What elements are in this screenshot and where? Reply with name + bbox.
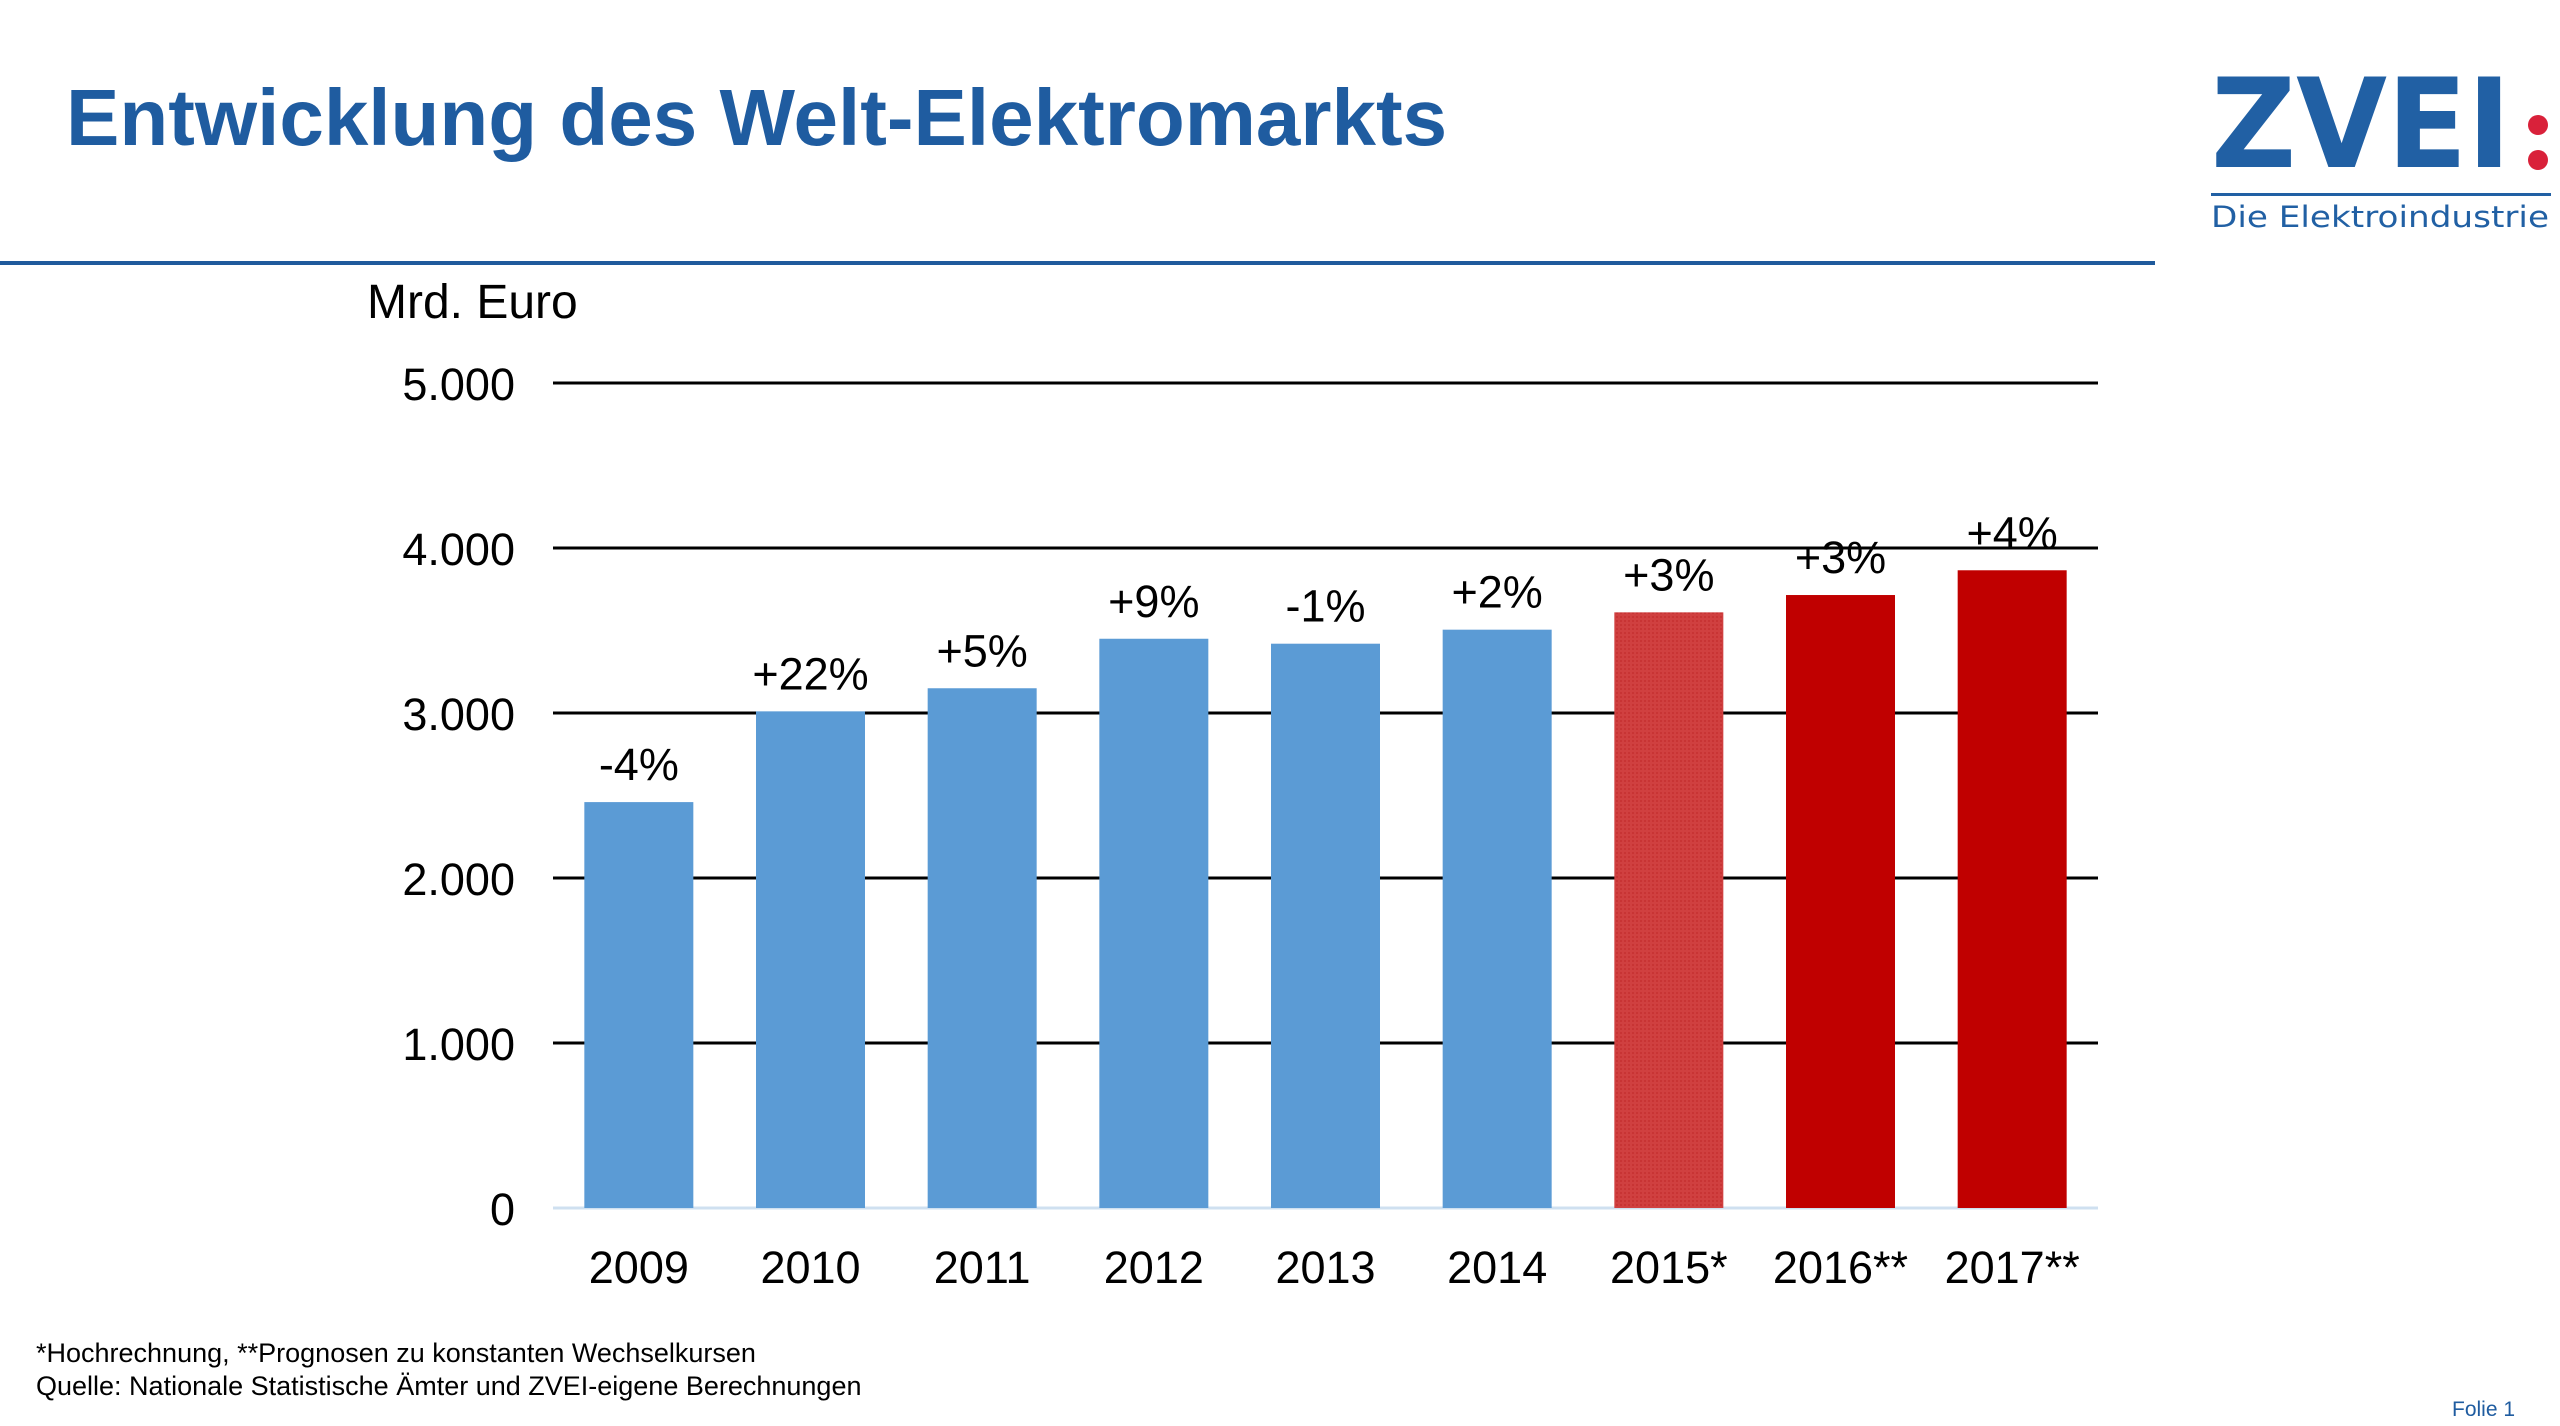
data-label: -4% [599, 739, 679, 790]
bar-2017 [1957, 570, 2067, 1208]
footnote-source: Quelle: Nationale Statistische Ämter und… [36, 1371, 862, 1401]
x-tick-label: 2014 [1447, 1242, 1547, 1293]
data-label: +4% [1967, 507, 2058, 558]
slide-number: Folie 1 [2452, 1398, 2516, 1421]
bar-2014 [1442, 629, 1552, 1208]
data-label: +22% [752, 648, 868, 699]
footnote-estimate: *Hochrechnung, **Prognosen zu konstanten… [36, 1338, 756, 1368]
zvei-logo: ZVEI Die Elektroindustrie [2211, 55, 2551, 234]
bar-2013 [1271, 643, 1380, 1208]
slide-title: Entwicklung des Welt-Elektromarkts [66, 73, 1448, 162]
x-tick-label: 2016** [1773, 1242, 1908, 1293]
x-tick-label: 2015* [1610, 1242, 1728, 1293]
data-label: +3% [1795, 532, 1886, 583]
data-label: +2% [1452, 567, 1543, 618]
svg-text:ZVEI: ZVEI [2211, 55, 2511, 197]
bar-2009 [584, 802, 694, 1208]
svg-text:Die Elektroindustrie: Die Elektroindustrie [2211, 200, 2549, 234]
bar-2011 [927, 688, 1037, 1208]
data-label: +9% [1108, 576, 1199, 627]
x-tick-label: 2012 [1104, 1242, 1204, 1293]
bar-2016 [1786, 595, 1895, 1208]
y-axis-label: Mrd. Euro [367, 276, 578, 329]
x-tick-label: 2011 [934, 1242, 1031, 1293]
data-label: +5% [937, 625, 1028, 676]
x-tick-label: 2010 [760, 1242, 860, 1293]
title-divider [0, 261, 2155, 265]
y-tick-label: 0 [490, 1184, 515, 1235]
bar-2015 [1614, 612, 1724, 1208]
x-tick-label: 2013 [1275, 1242, 1375, 1293]
x-tick-label: 2009 [589, 1242, 689, 1293]
y-tick-label: 1.000 [402, 1019, 515, 1070]
data-label: -1% [1285, 581, 1365, 632]
data-label: +3% [1623, 549, 1714, 600]
bar-2010 [756, 711, 865, 1208]
y-tick-label: 4.000 [402, 524, 515, 575]
bar-chart: Mrd. Euro 0 1.000 2.000 3.000 4.000 5.000 -4% 20… [367, 276, 2098, 1293]
bar-2012 [1099, 638, 1209, 1208]
y-tick-label: 3.000 [402, 689, 515, 740]
x-tick-label: 2017** [1945, 1242, 2080, 1293]
y-tick-label: 2.000 [402, 854, 515, 905]
y-tick-label: 5.000 [402, 359, 515, 410]
